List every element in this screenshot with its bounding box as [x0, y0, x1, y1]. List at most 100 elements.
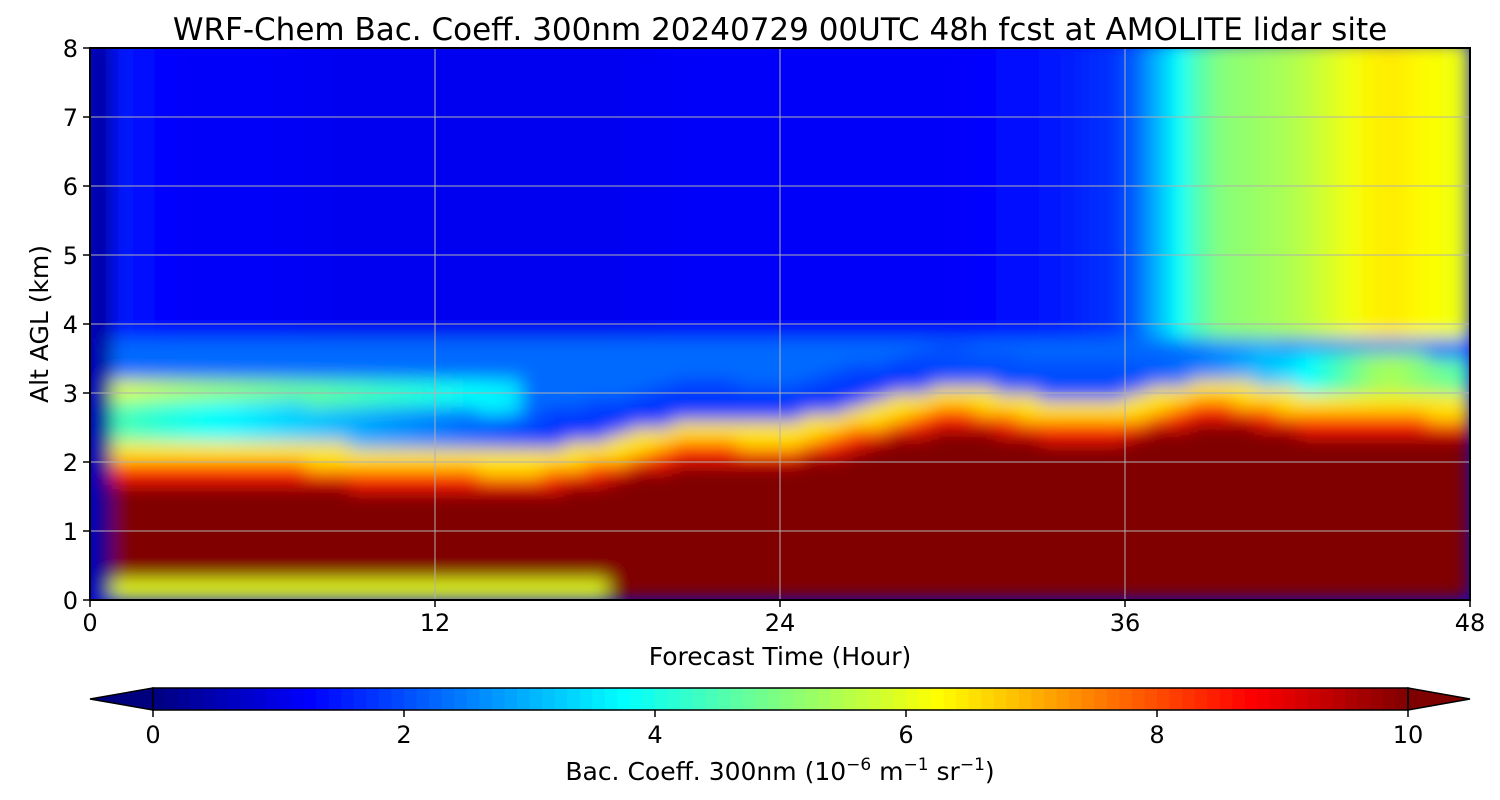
heatmap-cell	[974, 61, 997, 70]
heatmap-cell	[930, 558, 954, 567]
heatmap-cell	[240, 144, 264, 153]
heatmap-cell	[197, 358, 220, 366]
heatmap-cell	[1168, 372, 1191, 380]
heatmap-cell	[607, 468, 630, 477]
heatmap-cell	[1017, 234, 1040, 242]
heatmap-cell	[1103, 144, 1126, 153]
heatmap-cell	[262, 199, 285, 208]
heatmap-cell	[607, 220, 630, 228]
heatmap-cell	[1254, 365, 1277, 373]
heatmap-cell	[90, 206, 113, 215]
heatmap-cell	[219, 151, 242, 159]
heatmap-cell	[197, 75, 220, 84]
heatmap-cell	[542, 227, 565, 235]
heatmap-cell	[521, 61, 544, 70]
heatmap-cell	[499, 434, 522, 442]
heatmap-cell	[1383, 54, 1406, 63]
heatmap-cell	[219, 475, 242, 484]
heatmap-cell	[1125, 137, 1148, 146]
heatmap-cell	[585, 551, 609, 560]
heatmap-cell	[219, 468, 242, 477]
heatmap-cell	[154, 61, 177, 70]
heatmap-cell	[370, 179, 393, 187]
heatmap-cell	[672, 358, 695, 366]
heatmap-cell	[1383, 117, 1406, 125]
heatmap-cell	[1038, 503, 1061, 511]
heatmap-cell	[1081, 103, 1105, 111]
heatmap-cell	[1146, 531, 1169, 539]
heatmap-cell	[1125, 296, 1148, 304]
heatmap-cell	[736, 441, 760, 449]
heatmap-cell	[780, 206, 803, 215]
heatmap-cell	[650, 199, 673, 208]
heatmap-cell	[435, 413, 458, 422]
heatmap-cell	[90, 151, 113, 159]
heatmap-cell	[1340, 89, 1363, 97]
heatmap-cell	[478, 537, 501, 546]
heatmap-cell	[499, 227, 522, 235]
heatmap-cell	[176, 406, 199, 415]
heatmap-cell	[866, 268, 889, 277]
heatmap-cell	[758, 130, 781, 139]
heatmap-cell	[736, 48, 760, 56]
heatmap-cell	[1103, 110, 1126, 118]
heatmap-cell	[240, 496, 264, 504]
heatmap-cell	[1362, 123, 1385, 132]
heatmap-cell	[1275, 165, 1299, 173]
heatmap-cell	[284, 413, 307, 422]
heatmap-cell	[650, 517, 673, 525]
heatmap-cell	[521, 123, 544, 132]
heatmap-cell	[1060, 310, 1083, 318]
heatmap-cell	[456, 372, 479, 380]
heatmap-cell	[154, 296, 177, 304]
heatmap-cell	[823, 68, 846, 77]
heatmap-cell	[1297, 268, 1320, 277]
heatmap-cell	[391, 503, 415, 511]
heatmap-cell	[1060, 54, 1083, 63]
heatmap-cell	[305, 455, 328, 463]
heatmap-cell	[370, 110, 393, 118]
heatmap-cell	[758, 206, 781, 215]
heatmap-cell	[780, 213, 803, 222]
heatmap-cell	[1232, 551, 1255, 560]
heatmap-cell	[758, 151, 781, 159]
heatmap-cell	[1189, 268, 1212, 277]
heatmap-cell	[1103, 593, 1126, 600]
heatmap-cell	[327, 372, 350, 380]
heatmap-cell	[1362, 144, 1385, 153]
heatmap-cell	[154, 475, 177, 484]
heatmap-cell	[952, 393, 975, 401]
heatmap-cell	[1362, 110, 1385, 118]
heatmap-cell	[995, 489, 1018, 498]
heatmap-cell	[478, 468, 501, 477]
heatmap-cell	[1060, 489, 1083, 498]
heatmap-cell	[650, 144, 673, 153]
heatmap-cell	[1038, 123, 1061, 132]
heatmap-cell	[780, 268, 803, 277]
heatmap-cell	[736, 551, 760, 560]
heatmap-cell	[1211, 268, 1234, 277]
heatmap-cell	[284, 565, 307, 573]
heatmap-cell	[1211, 61, 1234, 70]
heatmap-cell	[930, 192, 954, 201]
heatmap-cell	[736, 68, 760, 77]
heatmap-cell	[607, 61, 630, 70]
heatmap-cell	[607, 317, 630, 325]
heatmap-cell	[585, 448, 609, 456]
heatmap-cell	[629, 117, 652, 125]
heatmap-cell	[1189, 393, 1212, 401]
heatmap-cell	[1146, 255, 1169, 263]
heatmap-cell	[866, 144, 889, 153]
heatmap-cell	[478, 282, 501, 291]
heatmap-cell	[930, 303, 954, 311]
heatmap-cell	[1038, 468, 1061, 477]
heatmap-cell	[327, 448, 350, 456]
heatmap-cell	[672, 544, 695, 553]
heatmap-cell	[823, 192, 846, 201]
heatmap-cell	[1211, 503, 1234, 511]
heatmap-cell	[1103, 503, 1126, 511]
heatmap-cell	[284, 117, 307, 125]
heatmap-cell	[672, 344, 695, 353]
heatmap-cell	[499, 103, 522, 111]
heatmap-cell	[1340, 420, 1363, 429]
